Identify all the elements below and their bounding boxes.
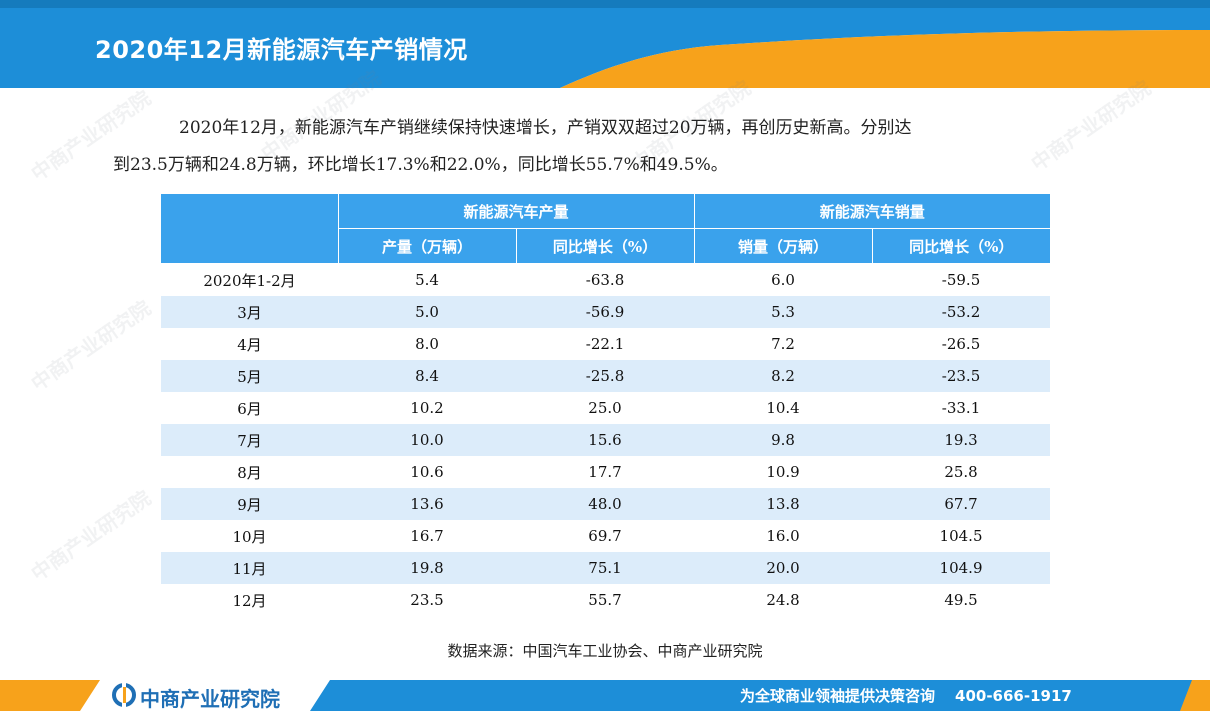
period-cell: 11月	[161, 552, 338, 584]
production-cell: 13.6	[338, 488, 516, 520]
table-row: 4月 8.0 -22.1 7.2 -26.5	[161, 328, 1051, 360]
sales-yoy-cell: 104.5	[872, 520, 1051, 552]
page-title: 2020年12月新能源汽车产销情况	[95, 36, 468, 64]
company-logo-icon	[112, 683, 136, 711]
sales-cell: 8.2	[694, 360, 873, 392]
sales-yoy-cell: 104.9	[872, 552, 1051, 584]
intro-paragraph: 2020年12月，新能源汽车产销继续保持快速增长，产销双双超过20万辆，再创历史…	[113, 110, 1113, 184]
col-header-production-yoy: 同比增长（%）	[515, 228, 695, 264]
sales-yoy-cell: 67.7	[872, 488, 1051, 520]
sales-cell: 24.8	[694, 584, 873, 616]
table-row: 9月 13.6 48.0 13.8 67.7	[161, 488, 1051, 520]
header-shape	[0, 0, 1210, 88]
production-cell: 8.4	[338, 360, 516, 392]
production-yoy-cell: -63.8	[516, 263, 695, 296]
production-yoy-cell: 25.0	[516, 392, 695, 424]
production-cell: 10.6	[338, 456, 516, 488]
period-cell: 9月	[161, 488, 338, 520]
period-cell: 2020年1-2月	[161, 263, 338, 296]
sales-yoy-cell: -33.1	[872, 392, 1051, 424]
period-cell: 10月	[161, 520, 338, 552]
production-yoy-cell: -22.1	[516, 328, 695, 360]
group-header-production: 新能源汽车产量	[337, 194, 695, 229]
footer-banner	[0, 680, 1210, 711]
production-cell: 19.8	[338, 552, 516, 584]
sales-cell: 16.0	[694, 520, 873, 552]
watermark: 中商产业研究院	[26, 295, 156, 396]
sales-cell: 6.0	[694, 263, 873, 296]
table-row: 7月 10.0 15.6 9.8 19.3	[161, 424, 1051, 456]
sales-cell: 10.4	[694, 392, 873, 424]
table-sub-header-row: 产量（万辆） 同比增长（%） 销量（万辆） 同比增长（%）	[161, 228, 1051, 264]
col-header-sales-yoy: 同比增长（%）	[871, 228, 1051, 264]
period-cell: 4月	[161, 328, 338, 360]
intro-line-2: 到23.5万辆和24.8万辆，环比增长17.3%和22.0%，同比增长55.7%…	[113, 155, 728, 175]
sales-cell: 13.8	[694, 488, 873, 520]
production-yoy-cell: 48.0	[516, 488, 695, 520]
ev-production-sales-table: 新能源汽车产量 新能源汽车销量 产量（万辆） 同比增长（%） 销量（万辆） 同比…	[161, 194, 1051, 616]
table-row: 5月 8.4 -25.8 8.2 -23.5	[161, 360, 1051, 392]
production-cell: 23.5	[338, 584, 516, 616]
period-cell: 6月	[161, 392, 338, 424]
footer-shape	[0, 680, 1210, 711]
table-row: 3月 5.0 -56.9 5.3 -53.2	[161, 296, 1051, 328]
production-yoy-cell: -25.8	[516, 360, 695, 392]
sales-cell: 10.9	[694, 456, 873, 488]
sales-cell: 9.8	[694, 424, 873, 456]
footer-slogan: 为全球商业领袖提供决策咨询 400-666-1917	[740, 685, 1072, 706]
table-row: 11月 19.8 75.1 20.0 104.9	[161, 552, 1051, 584]
sales-cell: 5.3	[694, 296, 873, 328]
company-logo-text: 中商产业研究院	[140, 687, 280, 711]
production-cell: 16.7	[338, 520, 516, 552]
period-cell: 5月	[161, 360, 338, 392]
phone-number: 400-666-1917	[955, 687, 1072, 705]
sales-yoy-cell: 49.5	[872, 584, 1051, 616]
production-cell: 8.0	[338, 328, 516, 360]
table-group-header-row: 新能源汽车产量 新能源汽车销量	[161, 194, 1051, 264]
table-body: 2020年1-2月 5.4 -63.8 6.0 -59.5 3月 5.0 -56.9 5.3 -5…	[161, 263, 1051, 616]
sales-yoy-cell: -23.5	[872, 360, 1051, 392]
table-row: 10月 16.7 69.7 16.0 104.5	[161, 520, 1051, 552]
production-yoy-cell: 69.7	[516, 520, 695, 552]
col-header-sales: 销量（万辆）	[693, 228, 873, 264]
source-note: 数据来源：中国汽车工业协会、中商产业研究院	[447, 642, 763, 660]
production-cell: 10.0	[338, 424, 516, 456]
sales-yoy-cell: 19.3	[872, 424, 1051, 456]
production-yoy-cell: 15.6	[516, 424, 695, 456]
production-yoy-cell: 75.1	[516, 552, 695, 584]
table-corner-cell	[161, 194, 338, 264]
sales-yoy-cell: 25.8	[872, 456, 1051, 488]
slogan-text: 为全球商业领袖提供决策咨询	[740, 687, 936, 705]
sales-cell: 7.2	[694, 328, 873, 360]
period-cell: 7月	[161, 424, 338, 456]
period-cell: 3月	[161, 296, 338, 328]
production-cell: 10.2	[338, 392, 516, 424]
sales-yoy-cell: -59.5	[872, 263, 1051, 296]
sales-cell: 20.0	[694, 552, 873, 584]
production-cell: 5.4	[338, 263, 516, 296]
sales-yoy-cell: -26.5	[872, 328, 1051, 360]
period-cell: 12月	[161, 584, 338, 616]
header-banner: 2020年12月新能源汽车产销情况	[0, 0, 1210, 88]
production-yoy-cell: 55.7	[516, 584, 695, 616]
table-row: 2020年1-2月 5.4 -63.8 6.0 -59.5	[161, 263, 1051, 296]
intro-line-1: 2020年12月，新能源汽车产销继续保持快速增长，产销双双超过20万辆，再创历史…	[179, 118, 912, 138]
group-header-sales: 新能源汽车销量	[693, 194, 1051, 229]
production-yoy-cell: 17.7	[516, 456, 695, 488]
table-row: 8月 10.6 17.7 10.9 25.8	[161, 456, 1051, 488]
table-row: 6月 10.2 25.0 10.4 -33.1	[161, 392, 1051, 424]
table-row: 12月 23.5 55.7 24.8 49.5	[161, 584, 1051, 616]
watermark: 中商产业研究院	[26, 485, 156, 586]
production-yoy-cell: -56.9	[516, 296, 695, 328]
sales-yoy-cell: -53.2	[872, 296, 1051, 328]
period-cell: 8月	[161, 456, 338, 488]
col-header-production: 产量（万辆）	[337, 228, 516, 264]
production-cell: 5.0	[338, 296, 516, 328]
